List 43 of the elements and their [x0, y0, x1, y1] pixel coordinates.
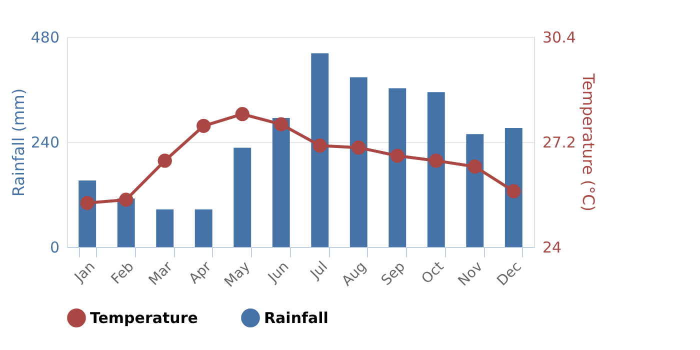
x-tick-label: Aug [339, 258, 370, 290]
bar [388, 88, 406, 247]
point [390, 148, 404, 163]
y2-tick-label: 27.2 [542, 134, 576, 152]
x-tick-label: Jan [71, 258, 98, 286]
x-tick-label: Nov [455, 258, 486, 290]
y2-tick-label: 24 [542, 238, 562, 256]
x-tick-label: Jun [264, 258, 292, 286]
legend-label: Temperature [90, 308, 198, 327]
y-tick-label: 240 [30, 134, 60, 152]
x-tick-label: Apr [186, 258, 215, 288]
y2-axis-title: Temperature (°C) [578, 72, 598, 212]
bar [350, 77, 368, 247]
y-axis-title: Rainfall (mm) [8, 88, 28, 197]
point [468, 160, 482, 174]
point [158, 154, 172, 168]
x-tick-label: Mar [146, 258, 176, 289]
bar [427, 92, 445, 247]
point [506, 184, 521, 198]
point [235, 107, 250, 122]
bar [234, 148, 252, 247]
point [312, 138, 327, 153]
point [352, 140, 366, 155]
bar [504, 128, 522, 247]
point [119, 192, 134, 207]
bar [272, 118, 290, 247]
bar [311, 53, 329, 247]
y-tick-label: 480 [30, 28, 60, 46]
point [274, 117, 288, 132]
bar [194, 209, 212, 247]
x-tick-label: Feb [108, 258, 138, 288]
bar [156, 209, 174, 247]
legend-label: Rainfall [264, 308, 328, 327]
point [196, 118, 211, 133]
x-tick-label: Sep [378, 258, 409, 289]
x-tick-label: Dec [494, 258, 525, 290]
bar [466, 134, 484, 247]
x-tick-label: Jul [307, 258, 331, 283]
y2-tick-label: 30.4 [542, 28, 576, 46]
x-tick-label: Oct [418, 258, 448, 288]
point [429, 154, 444, 168]
point [80, 196, 94, 210]
y-tick-label: 0 [50, 238, 60, 256]
